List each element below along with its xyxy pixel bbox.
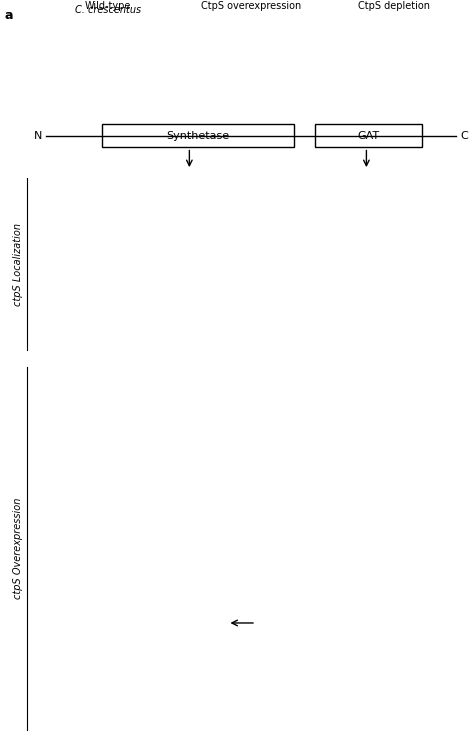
Text: C388G: C388G bbox=[426, 178, 459, 187]
Text: g: g bbox=[328, 372, 336, 382]
Text: GAT: GAT bbox=[357, 130, 380, 141]
Text: ctpS Overexpression: ctpS Overexpression bbox=[13, 498, 23, 599]
Text: C. crescentus: C. crescentus bbox=[75, 4, 141, 15]
Text: CtpS depletion: CtpS depletion bbox=[358, 1, 430, 11]
Text: i: i bbox=[183, 475, 187, 485]
Text: e: e bbox=[39, 372, 46, 382]
Text: a: a bbox=[5, 9, 13, 22]
Text: b: b bbox=[39, 178, 47, 187]
Text: h: h bbox=[39, 475, 47, 485]
Text: ctpS Localization: ctpS Localization bbox=[13, 222, 23, 306]
Text: C: C bbox=[460, 130, 468, 141]
Text: c: c bbox=[183, 178, 190, 187]
Bar bbox=[315, 124, 422, 147]
Text: CtpS overexpression: CtpS overexpression bbox=[201, 1, 301, 11]
Text: G147A: G147A bbox=[282, 178, 314, 187]
Bar bbox=[102, 124, 294, 147]
Text: Synthetase: Synthetase bbox=[166, 130, 229, 141]
Text: N: N bbox=[34, 130, 42, 141]
Text: f: f bbox=[183, 372, 189, 382]
Text: Wild-type: Wild-type bbox=[85, 1, 131, 11]
Text: j: j bbox=[328, 475, 332, 485]
Text: Wild-type: Wild-type bbox=[123, 178, 170, 187]
Text: d: d bbox=[328, 178, 336, 187]
